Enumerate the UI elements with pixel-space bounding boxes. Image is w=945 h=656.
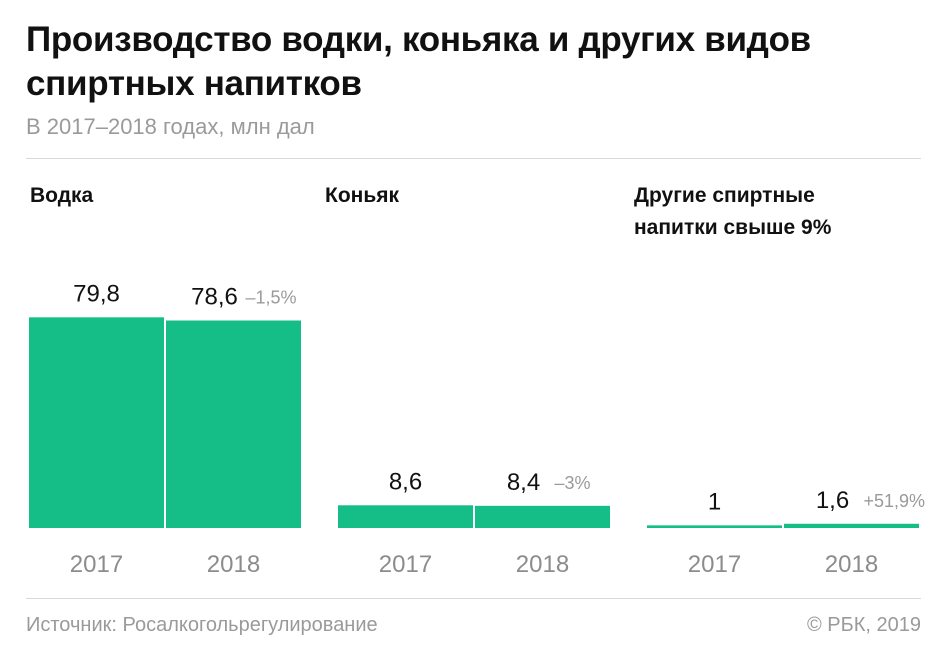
x-tick-label: 2017: [379, 551, 432, 578]
bar: [784, 523, 919, 528]
value-label: 8,4: [507, 469, 540, 496]
copyright-note: © РБК, 2019: [806, 614, 921, 636]
source-note: Источник: Росалкогольрегулирование: [26, 614, 378, 636]
value-label: 79,8: [73, 280, 120, 307]
value-label: 1,6: [816, 487, 849, 514]
chart-title: Производство водки, коньяка и других вид…: [26, 20, 811, 103]
bar: [647, 525, 782, 528]
chart-subtitle: В 2017–2018 годах, млн дал: [26, 114, 315, 139]
value-label: 8,6: [389, 468, 422, 495]
bar: [338, 505, 473, 528]
panel-title: напитки свыше 9%: [634, 216, 832, 239]
x-tick-label: 2017: [688, 551, 741, 578]
x-tick-label: 2018: [207, 551, 260, 578]
panel-title: Водка: [30, 184, 94, 207]
bottom-divider: [26, 598, 921, 599]
x-tick-label: 2017: [70, 551, 123, 578]
panel-title: Другие спиртные: [634, 184, 815, 207]
x-tick-label: 2018: [825, 551, 878, 578]
panel-title: Коньяк: [325, 184, 399, 207]
bar: [475, 505, 610, 528]
bar: [166, 320, 301, 528]
change-label: –1,5%: [246, 287, 297, 307]
bar: [29, 317, 164, 528]
value-label: 78,6: [191, 283, 238, 310]
change-label: +51,9%: [864, 491, 926, 511]
change-label: –3%: [555, 473, 591, 493]
top-divider: [26, 158, 921, 159]
x-tick-label: 2018: [516, 551, 569, 578]
value-label: 1: [708, 488, 721, 515]
